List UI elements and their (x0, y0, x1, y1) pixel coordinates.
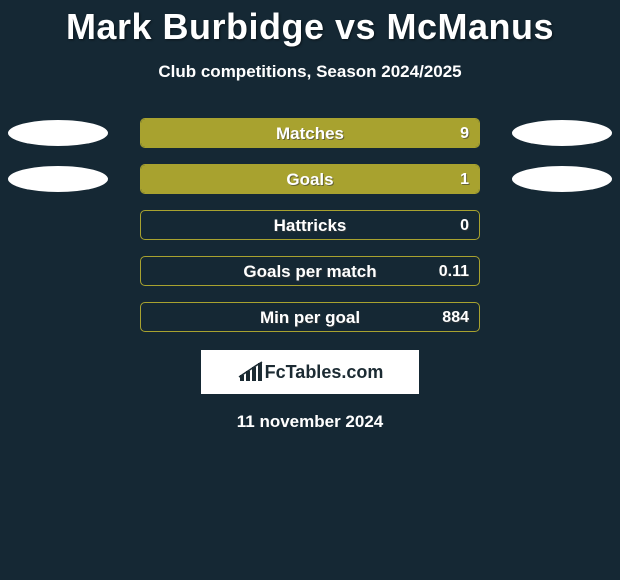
stat-bar: Matches9 (140, 118, 480, 148)
comparison-area: Matches9Goals1Hattricks0Goals per match0… (0, 118, 620, 332)
stat-value: 1 (460, 165, 469, 193)
stat-bar: Goals1 (140, 164, 480, 194)
left-player-marker (8, 166, 108, 192)
left-player-marker (8, 120, 108, 146)
stat-row: Hattricks0 (0, 210, 620, 240)
stat-label: Matches (141, 119, 479, 147)
stat-label: Hattricks (141, 211, 479, 239)
stat-value: 884 (442, 303, 469, 331)
stat-row: Goals1 (0, 164, 620, 194)
page-subtitle: Club competitions, Season 2024/2025 (0, 62, 620, 82)
stat-label: Min per goal (141, 303, 479, 331)
stat-value: 9 (460, 119, 469, 147)
date-line: 11 november 2024 (0, 412, 620, 432)
page-root: Mark Burbidge vs McManus Club competitio… (0, 0, 620, 580)
stat-bar: Hattricks0 (140, 210, 480, 240)
brand-text: FcTables.com (265, 362, 384, 383)
stat-row: Matches9 (0, 118, 620, 148)
stat-value: 0.11 (439, 257, 469, 285)
page-title: Mark Burbidge vs McManus (0, 0, 620, 48)
right-player-marker (512, 166, 612, 192)
stat-label: Goals per match (141, 257, 479, 285)
stat-row: Min per goal884 (0, 302, 620, 332)
stat-label: Goals (141, 165, 479, 193)
brand-chart-icon (237, 361, 263, 383)
stat-bar: Min per goal884 (140, 302, 480, 332)
right-player-marker (512, 120, 612, 146)
stat-value: 0 (460, 211, 469, 239)
stat-bar: Goals per match0.11 (140, 256, 480, 286)
brand-attribution: FcTables.com (201, 350, 419, 394)
stat-row: Goals per match0.11 (0, 256, 620, 286)
